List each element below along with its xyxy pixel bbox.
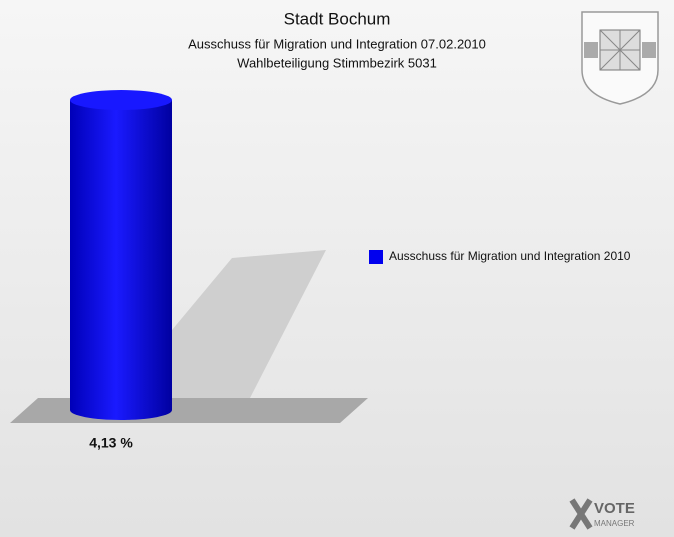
vote-manager-logo: VOTE MANAGER [569,498,635,530]
bar-top [70,90,172,110]
floor [10,398,368,423]
chart-title: Stadt Bochum [284,9,391,28]
chart-subtitle: Wahlbeteiligung Stimmbezirk 5031 [237,55,437,70]
logo-text: VOTE [594,500,635,517]
coat-of-arms [581,11,659,105]
bar [70,100,172,420]
logo-mark [569,498,593,530]
shadow [172,250,326,398]
legend-label: Ausschuss für Migration und Integration … [389,249,631,263]
chart-subtitle: Ausschuss für Migration und Integration … [188,36,486,51]
value-label: 4,13 % [89,435,133,451]
logo-text: MANAGER [594,519,635,528]
legend-swatch [369,250,383,264]
